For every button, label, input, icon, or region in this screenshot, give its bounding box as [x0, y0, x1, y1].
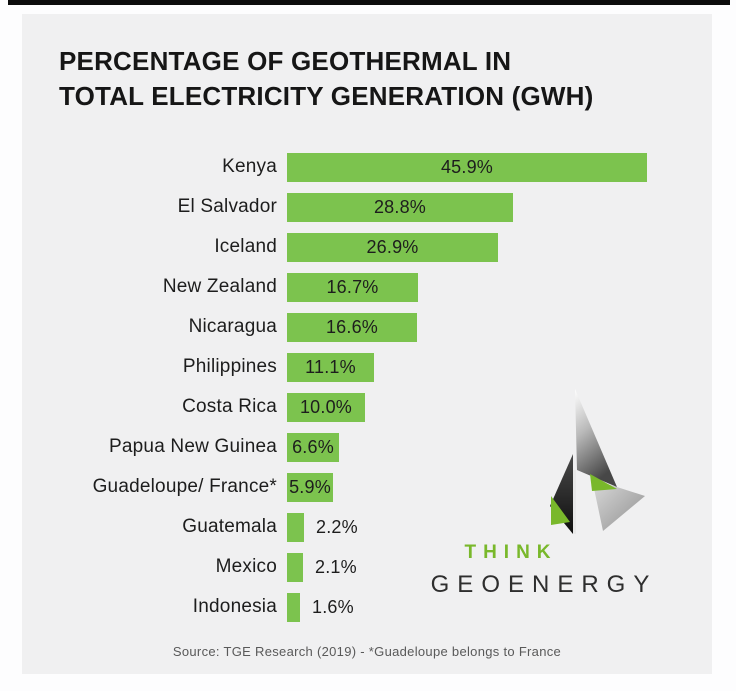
value-label: 45.9%	[440, 156, 494, 177]
bar-area: 6.6%	[287, 427, 712, 467]
category-label: Kenya	[222, 156, 277, 177]
value-label: 28.8%	[373, 196, 427, 217]
bar-area: 26.9%	[287, 227, 712, 267]
value-label: 16.7%	[326, 276, 379, 297]
bar-area: 2.2%	[287, 507, 712, 547]
category-label: Guadeloupe/ France*	[92, 476, 277, 497]
category-label: El Salvador	[177, 196, 277, 217]
bar: 28.8%	[287, 192, 513, 222]
bar-area: 45.9%	[287, 147, 712, 187]
bar-area: 11.1%	[287, 347, 712, 387]
chart-row: Iceland 26.9%	[22, 227, 712, 267]
source-note: Source: TGE Research (2019) - *Guadeloup…	[172, 644, 562, 659]
bar	[287, 552, 303, 582]
category-label: New Zealand	[162, 276, 277, 297]
chart-title-line1: PERCENTAGE OF GEOTHERMAL IN	[59, 46, 512, 76]
bar: 10.0%	[287, 392, 365, 422]
chart-title: PERCENTAGE OF GEOTHERMAL IN TOTAL ELECTR…	[59, 44, 679, 114]
value-label: 2.2%	[316, 516, 358, 537]
category-label: Mexico	[215, 556, 277, 577]
category-label: Guatemala	[182, 516, 277, 537]
value-label: 16.6%	[325, 316, 379, 337]
chart-row: New Zealand 16.7%	[22, 267, 712, 307]
bar: 16.7%	[287, 272, 418, 302]
bar: 5.9%	[287, 472, 333, 502]
bar-area: 16.6%	[287, 307, 712, 347]
value-label: 11.1%	[305, 356, 356, 377]
bar-chart: Kenya 45.9% El Salvador 28.8% Iceland 26…	[22, 147, 712, 627]
chart-row: Kenya 45.9%	[22, 147, 712, 187]
category-label: Nicaragua	[188, 316, 277, 337]
chart-row: Papua New Guinea 6.6%	[22, 427, 712, 467]
bar: 26.9%	[287, 232, 498, 262]
chart-row: Guatemala 2.2%	[22, 507, 712, 547]
bar-area: 2.1%	[287, 547, 712, 587]
bar: 11.1%	[287, 352, 374, 382]
value-label: 2.1%	[315, 556, 357, 577]
bar: 45.9%	[287, 152, 647, 182]
bar: 6.6%	[287, 432, 339, 462]
bar-area: 28.8%	[287, 187, 712, 227]
chart-row: Philippines 11.1%	[22, 347, 712, 387]
chart-row: Nicaragua 16.6%	[22, 307, 712, 347]
bar-area: 10.0%	[287, 387, 712, 427]
chart-row: Guadeloupe/ France* 5.9%	[22, 467, 712, 507]
category-label: Papua New Guinea	[109, 436, 277, 457]
chart-title-line2: TOTAL ELECTRICITY GENERATION (GWH)	[59, 81, 594, 111]
category-label: Indonesia	[192, 596, 277, 617]
value-label: 1.6%	[312, 596, 354, 617]
chart-row: El Salvador 28.8%	[22, 187, 712, 227]
chart-panel: PERCENTAGE OF GEOTHERMAL IN TOTAL ELECTR…	[22, 14, 712, 674]
bar-area: 1.6%	[287, 587, 712, 627]
chart-row: Indonesia 1.6%	[22, 587, 712, 627]
chart-row: Mexico 2.1%	[22, 547, 712, 587]
value-label: 26.9%	[366, 236, 419, 257]
chart-row: Costa Rica 10.0%	[22, 387, 712, 427]
bar	[287, 592, 300, 622]
category-label: Costa Rica	[182, 396, 277, 417]
bar	[287, 512, 304, 542]
category-label: Philippines	[182, 356, 277, 377]
value-label: 5.9%	[289, 476, 331, 497]
bar-area: 16.7%	[287, 267, 712, 307]
top-border-strip	[8, 0, 730, 5]
bar: 16.6%	[287, 312, 417, 342]
category-label: Iceland	[214, 236, 277, 257]
value-label: 6.6%	[292, 436, 334, 457]
bar-area: 5.9%	[287, 467, 712, 507]
value-label: 10.0%	[299, 396, 353, 417]
